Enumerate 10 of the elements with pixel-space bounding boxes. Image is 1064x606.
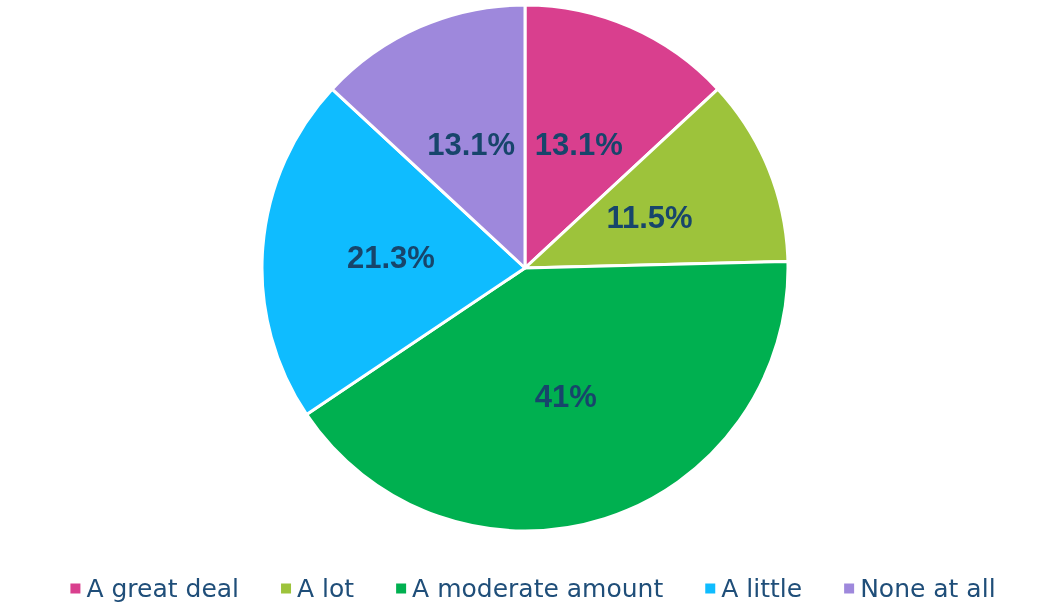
legend-label: A little [721,574,803,603]
legend-label: A lot [297,574,355,603]
data-label: 11.5% [606,199,693,235]
data-label: 21.3% [346,239,435,275]
data-label: 13.1% [427,127,516,163]
legend-label: A great deal [86,574,240,603]
data-label: 13.1% [534,127,623,163]
legend-label: A moderate amount [412,574,664,603]
legend-label: None at all [860,574,996,603]
data-label: 41% [534,378,597,414]
